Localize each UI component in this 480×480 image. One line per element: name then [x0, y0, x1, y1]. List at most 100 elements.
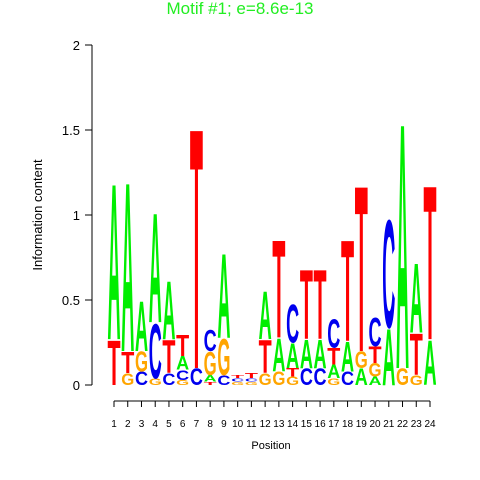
y-tick-label: 1.5: [62, 123, 80, 138]
logo-letter: G: [272, 369, 285, 390]
logo-letter: T: [341, 210, 354, 372]
logo-letter: G: [396, 364, 409, 390]
logo-letter: A: [396, 50, 409, 443]
logo-letter: G: [355, 347, 368, 373]
logo-letter: G: [410, 372, 423, 388]
x-tick-label: 3: [139, 419, 145, 430]
logo-letter: A: [272, 330, 285, 383]
logo-letter: C: [286, 294, 299, 355]
logo-letter: A: [135, 287, 148, 367]
x-tick-label: 5: [166, 419, 172, 430]
logo-letter: A: [204, 374, 217, 385]
logo-letter: C: [217, 372, 230, 388]
logo-letter: A: [300, 332, 313, 377]
logo-letter: A: [369, 375, 382, 388]
x-tick-label: 18: [342, 419, 354, 430]
logo-letter: G: [259, 370, 272, 388]
logo-letter: T: [245, 372, 260, 380]
x-tick-label: 19: [356, 419, 368, 430]
logo-letter: A: [355, 364, 368, 390]
logo-letter: A: [107, 138, 120, 387]
x-tick-label: 4: [152, 419, 158, 430]
chart-title: Motif #1; e=8.6e-13: [167, 0, 314, 18]
logo-letter: C: [204, 323, 217, 358]
logo-letter: T: [259, 332, 272, 385]
logo-letter: A: [327, 362, 340, 383]
x-tick-label: 10: [232, 419, 244, 430]
logo-letter: G: [217, 328, 230, 386]
logo-letter: A: [259, 278, 272, 355]
x-tick-label: 6: [180, 419, 186, 430]
logo-letter: T: [410, 322, 423, 389]
logo-letter: T: [327, 344, 340, 370]
logo-letter: C: [314, 364, 327, 390]
y-tick-label: 1: [73, 208, 80, 223]
logo-letter: C: [327, 312, 340, 357]
logo-letter: T: [121, 345, 134, 380]
x-tick-label: 11: [246, 419, 257, 430]
logo-letter: T: [423, 141, 436, 387]
x-tick-label: 8: [207, 419, 213, 430]
x-tick-label: 14: [287, 419, 299, 430]
logo-letter: G: [176, 378, 190, 386]
logo-letter: C: [135, 369, 148, 390]
logo-letter: T: [190, 57, 203, 442]
logo-letter: G: [286, 375, 299, 388]
logo-letter: C: [300, 364, 313, 390]
logo-letter: A: [382, 313, 395, 403]
logo-letter: A: [410, 244, 423, 355]
y-axis-label: Information content: [30, 159, 45, 271]
logo-letter: C: [245, 377, 259, 382]
logo-letter: G: [369, 360, 382, 381]
y-tick-label: 2: [73, 38, 80, 53]
x-tick-label: 21: [383, 419, 395, 430]
logo-letter: T: [369, 342, 382, 368]
logo-letter: A: [341, 333, 354, 381]
x-tick-label: 12: [260, 419, 272, 430]
logo-letter: C: [176, 367, 189, 383]
logo-letter: G: [149, 377, 162, 388]
x-tick-label: 23: [411, 419, 423, 430]
x-tick-label: 15: [301, 419, 313, 430]
logo-letter: C: [341, 369, 354, 390]
logo-letter: A: [121, 133, 134, 403]
x-tick-label: 24: [424, 419, 436, 430]
logo-letter: A: [149, 180, 162, 356]
logo-letter: C: [149, 307, 162, 395]
logo-letter: A: [176, 353, 189, 374]
logo-letter: C: [162, 370, 175, 388]
logo-letter: G: [204, 346, 217, 383]
logo-letter: C: [231, 377, 245, 382]
logo-letter: T: [355, 136, 368, 402]
logo-letter: T: [314, 250, 327, 361]
logo-letter: A: [217, 229, 230, 364]
logo-letter: A: [286, 335, 299, 376]
logo-letter: T: [176, 328, 189, 363]
x-tick-label: 16: [315, 419, 327, 430]
logo-letter: C: [190, 364, 203, 390]
logo-letter: T: [107, 326, 120, 399]
logo-letter: G: [231, 381, 244, 386]
logo-letter: G: [121, 370, 134, 388]
logo-letter: T: [272, 212, 285, 369]
logo-letter: A: [314, 332, 327, 377]
logo-letter: A: [162, 263, 175, 357]
x-tick-label: 2: [125, 419, 131, 430]
x-tick-label: 20: [369, 419, 381, 430]
x-tick-label: 13: [273, 419, 285, 430]
y-tick-label: 0.5: [62, 293, 80, 308]
logo-letter: G: [135, 346, 148, 378]
logo-letter: T: [231, 374, 245, 379]
logo-letter: C: [369, 310, 382, 355]
x-tick-label: 22: [397, 419, 409, 430]
logo-letter: T: [300, 250, 313, 361]
logo-letter: T: [286, 367, 300, 380]
logo-letter: A: [423, 326, 436, 399]
x-tick-label: 7: [194, 419, 200, 430]
logo-letter: T: [204, 381, 218, 386]
y-tick-label: 0: [73, 378, 80, 393]
logo-letter: C: [382, 189, 395, 361]
x-tick-label: 9: [221, 419, 227, 430]
x-tick-label: 17: [328, 419, 340, 430]
